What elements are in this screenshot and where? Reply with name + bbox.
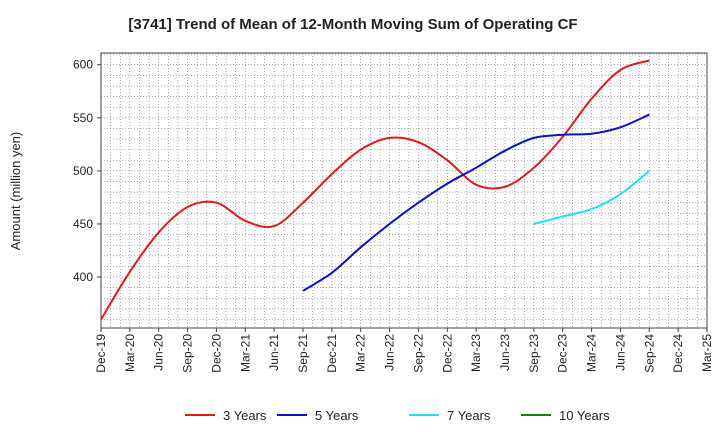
x-tick-label: Dec-22 [440, 334, 454, 373]
y-tick-label: 600 [73, 58, 93, 72]
chart-title: [3741] Trend of Mean of 12-Month Moving … [128, 16, 577, 33]
x-tick-label: Sep-21 [296, 334, 310, 373]
x-tick-label: Mar-21 [238, 334, 252, 372]
x-tick-label: Jun-23 [498, 334, 512, 371]
x-axis: Dec-19 Mar-20 Jun-20 Sep-20 Dec-20 Mar-21 Jun-… [94, 328, 714, 373]
series-group [100, 59, 650, 321]
legend-label: 3 Years [223, 408, 267, 423]
legend-label: 10 Years [559, 408, 610, 423]
y-tick-label: 550 [73, 111, 93, 125]
legend-label: 7 Years [447, 408, 491, 423]
x-tick-label: Dec-21 [325, 334, 339, 373]
series-line-7-years [533, 170, 650, 225]
x-tick-label: Dec-23 [556, 334, 570, 373]
x-tick-label: Sep-22 [411, 334, 425, 373]
x-tick-label: Sep-24 [642, 334, 656, 373]
plot-area [100, 52, 708, 329]
x-tick-label: Dec-24 [671, 334, 685, 373]
x-tick-label: Dec-20 [209, 334, 223, 373]
x-tick-label: Jun-20 [152, 334, 166, 371]
series-line-3-years [100, 59, 650, 321]
x-tick-label: Jun-22 [383, 334, 397, 371]
x-tick-label: Sep-23 [527, 334, 541, 373]
x-tick-label: Jun-24 [613, 334, 627, 371]
y-tick-label: 400 [73, 270, 93, 284]
y-tick-label: 500 [73, 164, 93, 178]
x-tick-label: Dec-19 [94, 334, 108, 373]
x-tick-label: Mar-23 [469, 334, 483, 372]
x-tick-label: Mar-22 [354, 334, 368, 372]
series-line-5-years [302, 113, 650, 292]
x-tick-label: Sep-20 [181, 334, 195, 373]
y-axis: 400 450 500 550 600 [73, 58, 101, 284]
grid [100, 53, 707, 328]
legend: 3 Years 5 Years 7 Years 10 Years [185, 408, 610, 423]
y-axis-label: Amount (million yen) [8, 132, 23, 251]
y-tick-label: 450 [73, 217, 93, 231]
legend-label: 5 Years [315, 408, 359, 423]
x-tick-label: Mar-20 [123, 334, 137, 372]
x-tick-label: Jun-21 [267, 334, 281, 371]
x-tick-label: Mar-25 [700, 334, 714, 372]
x-tick-label: Mar-24 [585, 334, 599, 372]
